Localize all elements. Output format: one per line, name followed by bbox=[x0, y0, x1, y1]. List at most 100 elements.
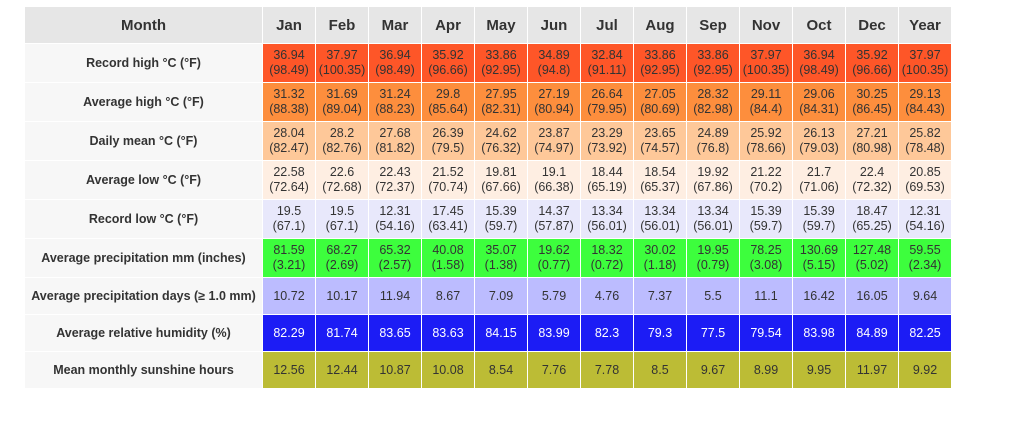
cell-value: 35.92 bbox=[856, 48, 888, 62]
cell-value-fahrenheit: (98.49) bbox=[269, 63, 309, 77]
data-cell: 59.55 (2.34) bbox=[899, 239, 951, 277]
data-cell: 25.82 (78.48) bbox=[899, 122, 951, 160]
data-cell: 7.09 bbox=[475, 278, 527, 314]
cell-value-fahrenheit: (82.31) bbox=[481, 102, 521, 116]
row-label: Record low °C (°F) bbox=[25, 200, 262, 238]
cell-value: 27.05 bbox=[644, 87, 676, 101]
table-row: Daily mean °C (°F) 28.04 (82.47) 28.2 (82.76… bbox=[25, 122, 951, 160]
data-cell: 9.92 bbox=[899, 352, 951, 388]
table-row: Record high °C (°F) 36.94 (98.49) 37.97 (100… bbox=[25, 44, 951, 82]
data-cell: 19.95 (0.79) bbox=[687, 239, 739, 277]
header-month: Month bbox=[25, 7, 262, 43]
cell-value: 5.5 bbox=[704, 288, 722, 303]
data-cell: 12.56 bbox=[263, 352, 315, 388]
cell-value-fahrenheit: (72.32) bbox=[852, 180, 892, 194]
climate-table: Month Jan Feb Mar Apr May Jun Jul Aug Sep Nov Oct De… bbox=[24, 6, 952, 389]
cell-value-fahrenheit: (100.35) bbox=[901, 63, 949, 77]
cell-value: 83.99 bbox=[538, 325, 570, 340]
data-cell: 13.34 (56.01) bbox=[581, 200, 633, 238]
cell-value: 36.94 bbox=[273, 48, 305, 62]
header-dec: Dec bbox=[846, 7, 898, 43]
header-may: May bbox=[475, 7, 527, 43]
data-cell: 84.15 bbox=[475, 315, 527, 351]
cell-value: 9.95 bbox=[806, 362, 832, 377]
data-cell: 82.25 bbox=[899, 315, 951, 351]
cell-value-fahrenheit: (89.04) bbox=[322, 102, 362, 116]
data-cell: 15.39 (59.7) bbox=[740, 200, 792, 238]
cell-value: 20.85 bbox=[909, 165, 941, 179]
cell-value-fahrenheit: (92.95) bbox=[640, 63, 680, 77]
data-cell: 19.5 (67.1) bbox=[263, 200, 315, 238]
cell-value: 36.94 bbox=[803, 48, 835, 62]
data-cell: 37.97 (100.35) bbox=[740, 44, 792, 82]
cell-value: 25.92 bbox=[750, 126, 782, 140]
data-cell: 12.31 (54.16) bbox=[899, 200, 951, 238]
data-cell: 82.29 bbox=[263, 315, 315, 351]
data-cell: 83.63 bbox=[422, 315, 474, 351]
cell-value: 22.58 bbox=[273, 165, 305, 179]
cell-value: 7.09 bbox=[488, 288, 514, 303]
data-cell: 13.34 (56.01) bbox=[634, 200, 686, 238]
data-cell: 26.13 (79.03) bbox=[793, 122, 845, 160]
cell-value: 21.22 bbox=[750, 165, 782, 179]
cell-value-fahrenheit: (74.57) bbox=[640, 141, 680, 155]
cell-value: 83.98 bbox=[803, 325, 835, 340]
data-cell: 27.19 (80.94) bbox=[528, 83, 580, 121]
cell-value-fahrenheit: (84.31) bbox=[799, 102, 839, 116]
cell-value: 21.7 bbox=[806, 165, 832, 179]
data-cell: 30.25 (86.45) bbox=[846, 83, 898, 121]
data-cell: 18.32 (0.72) bbox=[581, 239, 633, 277]
table-row: Average low °C (°F) 22.58 (72.64) 22.6 (72.6… bbox=[25, 161, 951, 199]
cell-value-fahrenheit: (100.35) bbox=[318, 63, 366, 77]
cell-value-fahrenheit: (67.66) bbox=[481, 180, 521, 194]
data-cell: 12.44 bbox=[316, 352, 368, 388]
cell-value: 37.97 bbox=[750, 48, 782, 62]
cell-value: 19.62 bbox=[538, 243, 570, 257]
cell-value-fahrenheit: (81.82) bbox=[375, 141, 415, 155]
cell-value: 35.07 bbox=[485, 243, 517, 257]
cell-value: 82.25 bbox=[909, 325, 941, 340]
data-cell: 10.72 bbox=[263, 278, 315, 314]
header-jan: Jan bbox=[263, 7, 315, 43]
data-cell: 19.1 (66.38) bbox=[528, 161, 580, 199]
cell-value: 33.86 bbox=[485, 48, 517, 62]
cell-value: 9.67 bbox=[700, 362, 726, 377]
cell-value: 23.29 bbox=[591, 126, 623, 140]
cell-value-fahrenheit: (67.1) bbox=[325, 219, 359, 233]
cell-value: 16.05 bbox=[856, 288, 888, 303]
header-aug: Aug bbox=[634, 7, 686, 43]
cell-value-fahrenheit: (59.7) bbox=[484, 219, 518, 233]
cell-value: 27.21 bbox=[856, 126, 888, 140]
header-oct: Oct bbox=[793, 7, 845, 43]
data-cell: 83.99 bbox=[528, 315, 580, 351]
cell-value: 24.62 bbox=[485, 126, 517, 140]
cell-value: 8.54 bbox=[488, 362, 514, 377]
cell-value-fahrenheit: (96.66) bbox=[428, 63, 468, 77]
cell-value: 7.37 bbox=[647, 288, 673, 303]
data-cell: 17.45 (63.41) bbox=[422, 200, 474, 238]
cell-value-fahrenheit: (92.95) bbox=[693, 63, 733, 77]
data-cell: 68.27 (2.69) bbox=[316, 239, 368, 277]
row-label: Mean monthly sunshine hours bbox=[25, 352, 262, 388]
cell-value-fahrenheit: (70.2) bbox=[749, 180, 783, 194]
cell-value-fahrenheit: (2.34) bbox=[908, 258, 942, 272]
data-cell: 10.08 bbox=[422, 352, 474, 388]
cell-value-fahrenheit: (82.47) bbox=[269, 141, 309, 155]
header-apr: Apr bbox=[422, 7, 474, 43]
data-cell: 36.94 (98.49) bbox=[369, 44, 421, 82]
cell-value-fahrenheit: (5.15) bbox=[802, 258, 836, 272]
cell-value-fahrenheit: (72.37) bbox=[375, 180, 415, 194]
cell-value-fahrenheit: (73.92) bbox=[587, 141, 627, 155]
data-cell: 40.08 (1.58) bbox=[422, 239, 474, 277]
cell-value-fahrenheit: (65.37) bbox=[640, 180, 680, 194]
cell-value: 26.64 bbox=[591, 87, 623, 101]
cell-value-fahrenheit: (80.69) bbox=[640, 102, 680, 116]
data-cell: 27.95 (82.31) bbox=[475, 83, 527, 121]
data-cell: 19.5 (67.1) bbox=[316, 200, 368, 238]
data-cell: 22.58 (72.64) bbox=[263, 161, 315, 199]
cell-value: 27.68 bbox=[379, 126, 411, 140]
cell-value: 19.5 bbox=[276, 204, 302, 218]
cell-value: 19.5 bbox=[329, 204, 355, 218]
data-cell: 37.97 (100.35) bbox=[316, 44, 368, 82]
cell-value: 37.97 bbox=[326, 48, 358, 62]
